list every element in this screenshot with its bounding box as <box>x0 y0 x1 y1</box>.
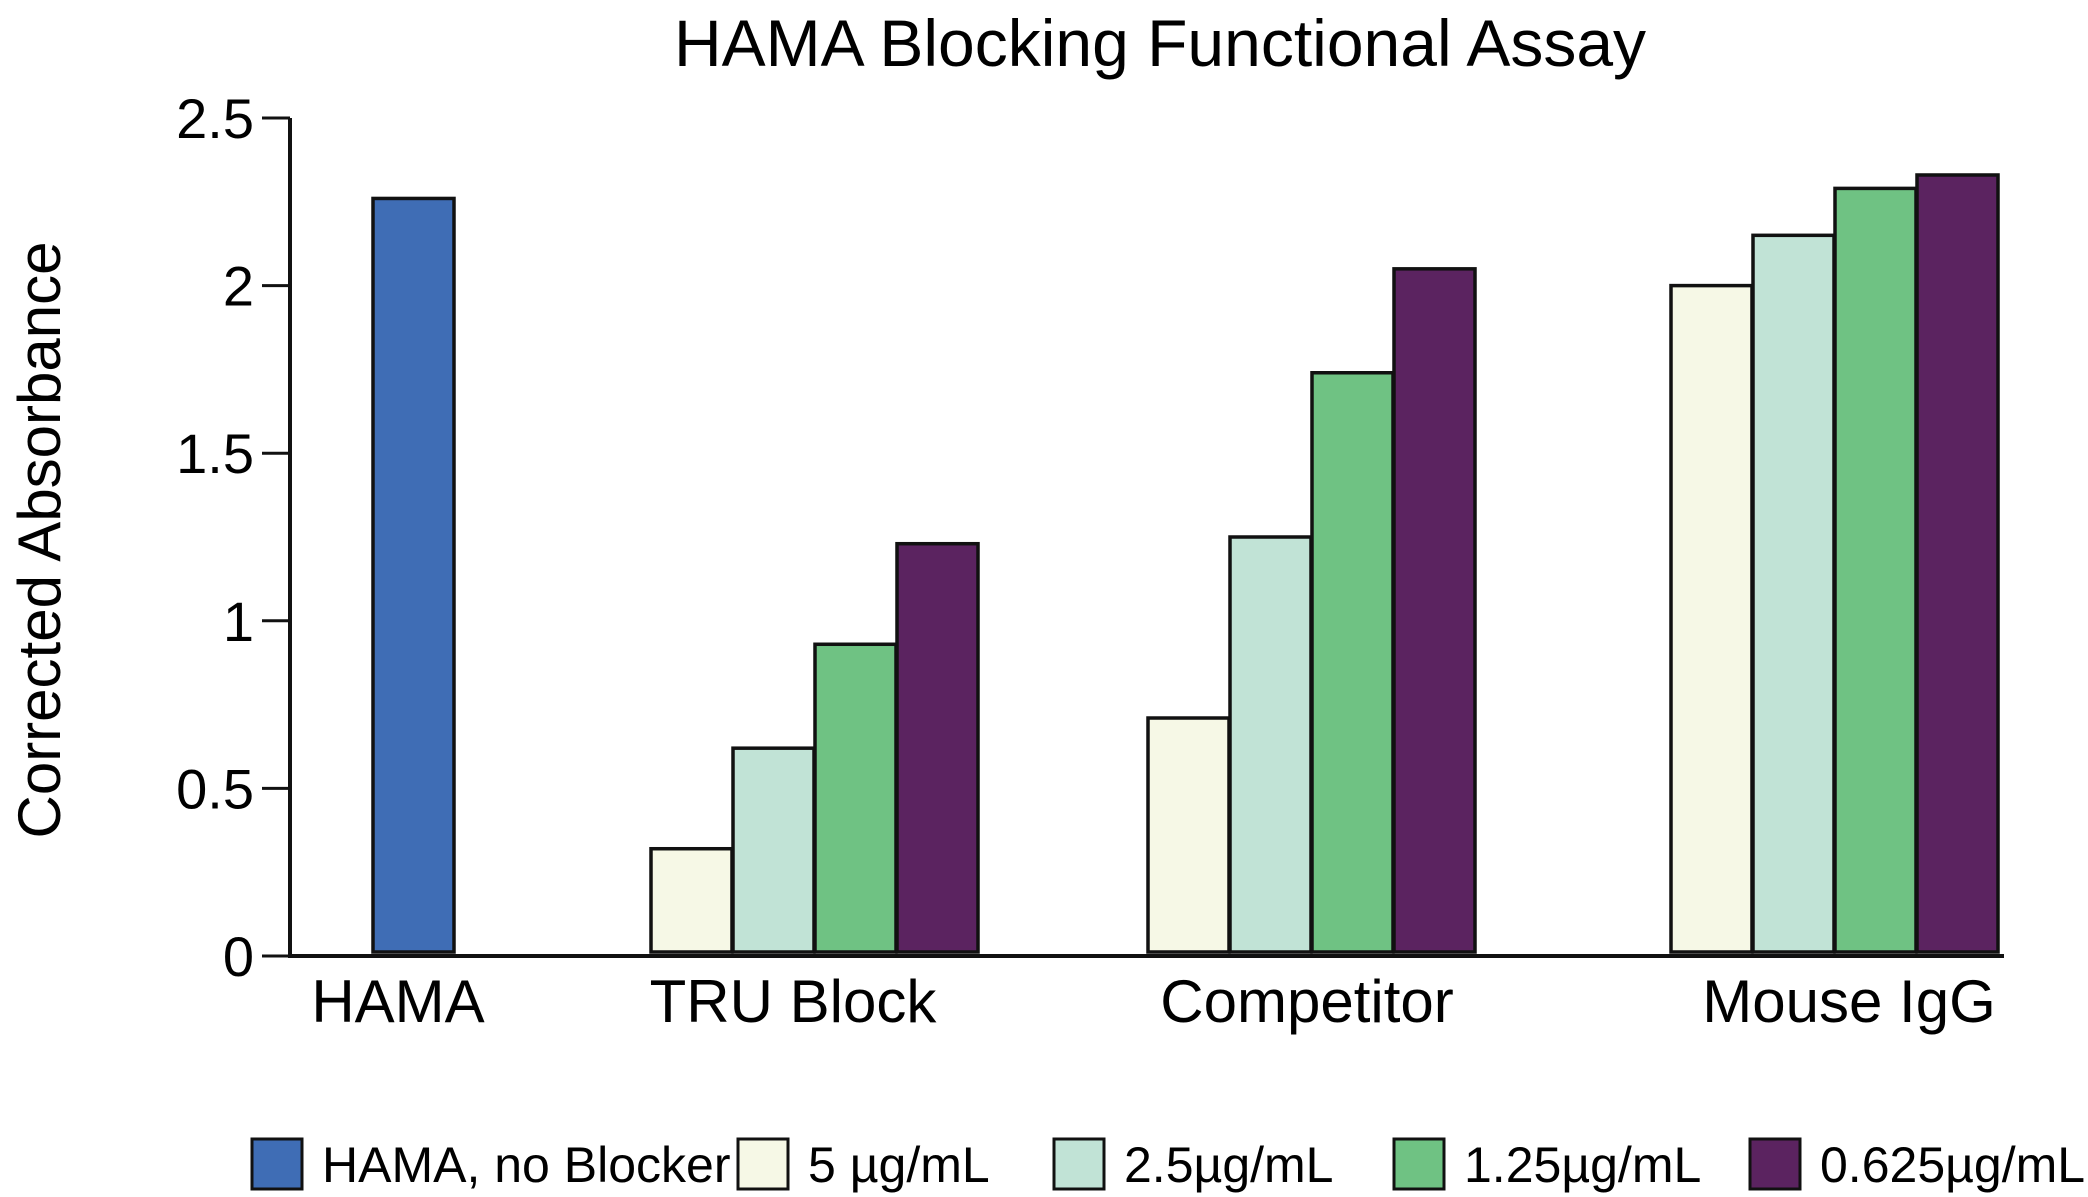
legend-label: 5 µg/mL <box>808 1137 990 1193</box>
bar-1-3 <box>813 642 898 954</box>
bar-2-4 <box>1392 267 1477 954</box>
bars <box>371 173 2000 954</box>
y-tick-label: 1 <box>223 590 254 653</box>
bar-1-1 <box>649 846 734 954</box>
bar-2-3 <box>1310 371 1395 954</box>
x-axis-labels: HAMA TRU Block Competitor Mouse IgG <box>311 968 1995 1035</box>
y-tick-label: 1.5 <box>176 422 254 485</box>
x-tick-label: TRU Block <box>650 968 938 1035</box>
y-axis-label: Corrected Absorbance <box>6 241 73 838</box>
y-tick-label: 0 <box>223 925 254 988</box>
legend-label: HAMA, no Blocker <box>322 1137 730 1193</box>
bar-3-2 <box>1751 233 1836 954</box>
bar-3-4 <box>1915 173 2000 954</box>
y-axis-ticks: 0 0.5 1 1.5 2 2.5 <box>176 87 290 988</box>
bar-3-1 <box>1669 283 1754 954</box>
bar-2-1 <box>1146 716 1231 954</box>
x-tick-label: Mouse IgG <box>1702 968 1995 1035</box>
y-tick-label: 2.5 <box>176 87 254 150</box>
x-tick-label: Competitor <box>1160 968 1453 1035</box>
bar-1-2 <box>731 746 816 954</box>
legend-swatch <box>1052 1137 1106 1191</box>
y-tick-label: 0.5 <box>176 757 254 820</box>
bar-2-2 <box>1228 535 1313 954</box>
legend-swatch <box>1748 1137 1802 1191</box>
legend-label: 2.5µg/mL <box>1124 1137 1333 1193</box>
legend: HAMA, no Blocker 5 µg/mL 2.5µg/mL 1.25µg/mL… <box>250 1137 2085 1193</box>
bar-1-4 <box>895 541 980 954</box>
y-tick-label: 2 <box>223 255 254 318</box>
legend-swatch <box>736 1137 790 1191</box>
legend-swatch <box>250 1137 304 1191</box>
x-tick-label: HAMA <box>311 968 484 1035</box>
legend-label: 1.25µg/mL <box>1464 1137 1701 1193</box>
legend-label: 0.625µg/mL <box>1820 1137 2085 1193</box>
bar-3-3 <box>1833 186 1918 954</box>
chart-title: HAMA Blocking Functional Assay <box>674 6 1646 80</box>
bar-0-0 <box>371 196 456 954</box>
legend-swatch <box>1392 1137 1446 1191</box>
